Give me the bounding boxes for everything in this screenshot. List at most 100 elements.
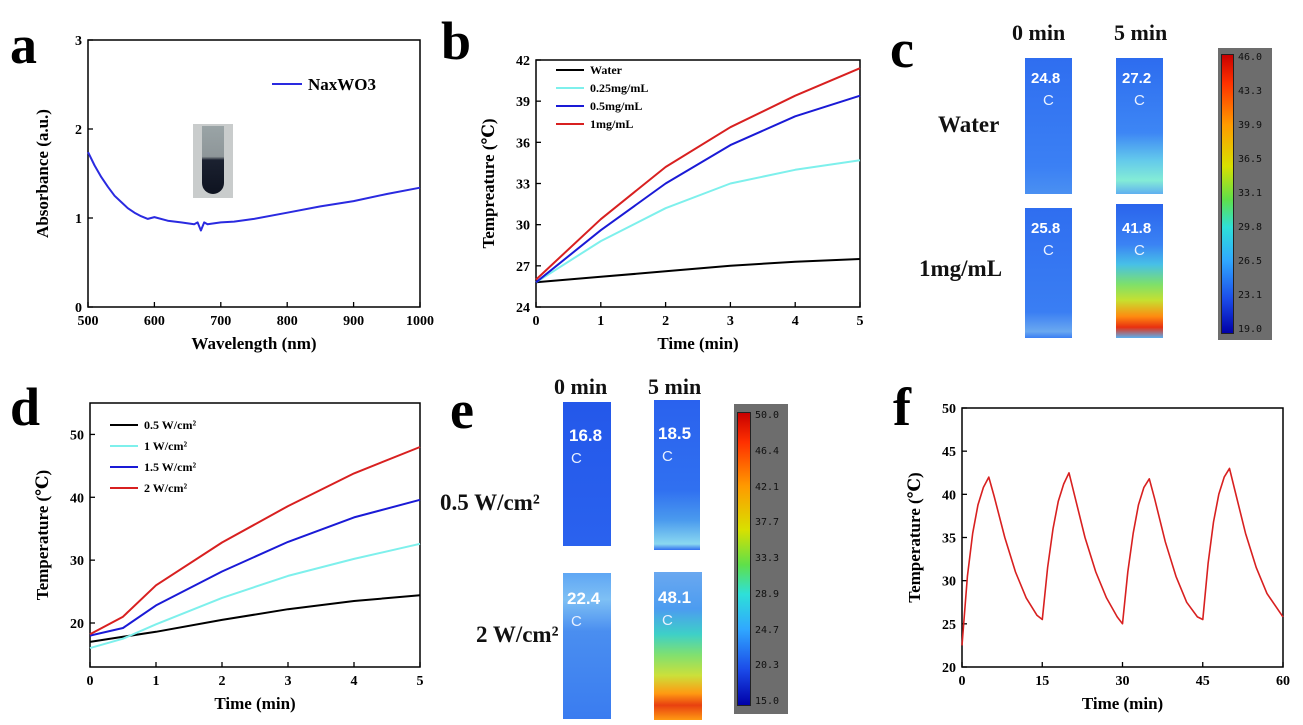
temp-value: 48.1 (658, 588, 692, 607)
e-header-5min: 5 min (648, 374, 702, 399)
panel-letter-a: a (10, 15, 37, 75)
d-x-tick-label: 0 (87, 674, 94, 689)
b-legend-label: 0.5mg/mL (590, 99, 642, 113)
vial-photo (193, 124, 233, 198)
a-y-tick-label: 1 (75, 212, 82, 227)
b-series-line-0 (535, 258, 861, 284)
d-y-tick-label: 50 (70, 428, 84, 443)
c-colorbar-tick-label: 46.0 (1238, 52, 1263, 63)
e-colorbar-tick-label: 46.4 (755, 445, 780, 457)
e-colorbar-tick-label: 28.9 (755, 588, 780, 600)
d-legend-label: 0.5 W/cm² (144, 418, 196, 432)
panel-letter-e: e (450, 380, 474, 440)
d-x-axis-title: Time (min) (214, 694, 295, 713)
d-x-tick-label: 4 (351, 674, 358, 689)
thermal-tile-05w-0min: 16.8 C (563, 402, 611, 546)
b-series-line-3 (535, 67, 861, 281)
b-y-tick-label: 24 (516, 301, 530, 316)
a-series-line-0 (87, 151, 421, 232)
d-y-axis-title: Temperature (℃) (33, 470, 52, 600)
f-x-axis-title: Time (min) (1082, 694, 1163, 713)
e-colorbar (734, 404, 788, 714)
e-header-0min: 0 min (554, 374, 608, 399)
a-x-tick-label: 1000 (406, 314, 434, 329)
f-y-tick-label: 35 (942, 532, 956, 547)
thermal-tile-1mg-5min: 41.8 C (1116, 204, 1163, 338)
c-colorbar-gradient (1221, 54, 1234, 334)
b-x-axis-title: Time (min) (657, 334, 738, 353)
c-colorbar-tick-label: 19.0 (1238, 324, 1263, 335)
e-colorbar-tick-label: 50.0 (755, 410, 780, 421)
thermal-tile-water-5min: 27.2 C (1116, 58, 1163, 194)
panel-letter-b: b (441, 11, 472, 71)
d-y-tick-label: 20 (70, 617, 84, 632)
b-y-tick-label: 36 (516, 136, 530, 151)
b-x-tick-label: 3 (727, 314, 734, 329)
e-colorbar-tick-label: 24.7 (755, 624, 780, 636)
f-y-axis-title: Temperature (℃) (905, 472, 924, 602)
b-legend-label: 0.25mg/mL (590, 81, 648, 95)
thermal-tile-2w-5min: 48.1 C (654, 572, 702, 720)
temp-value: 25.8 (1031, 220, 1061, 237)
f-y-tick-label: 50 (942, 402, 956, 417)
d-y-tick-label: 40 (70, 491, 84, 506)
c-colorbar (1218, 48, 1272, 340)
d-series-line-1 (89, 542, 421, 650)
c-row-label-1mg: 1mg/mL (919, 256, 1003, 281)
a-legend-label: NaxWO3 (308, 75, 376, 94)
c-header-5min: 5 min (1114, 20, 1168, 45)
a-x-tick-label: 500 (78, 314, 99, 329)
temp-unit: C (662, 448, 673, 465)
temp-value: 24.8 (1031, 70, 1061, 87)
c-colorbar-tick-label: 39.9 (1238, 120, 1263, 131)
e-colorbar-tick-label: 37.7 (755, 517, 780, 529)
d-x-tick-label: 2 (219, 674, 226, 689)
f-series-line-0 (961, 467, 1284, 646)
b-series-line-2 (535, 94, 861, 284)
a-y-tick-label: 0 (75, 301, 82, 316)
thermal-tile-2w-0min: 22.4 C (563, 573, 611, 719)
b-y-tick-label: 39 (516, 95, 530, 110)
a-x-tick-label: 600 (144, 314, 165, 329)
c-colorbar-tick-label: 33.1 (1238, 188, 1263, 199)
b-plot-frame (535, 59, 861, 308)
d-x-tick-label: 1 (153, 674, 160, 689)
c-colorbar-tick-label: 26.5 (1238, 256, 1263, 267)
panel-letter-d: d (10, 377, 41, 437)
panel-letter-c: c (890, 19, 914, 79)
temp-unit: C (571, 613, 582, 630)
temp-value: 41.8 (1122, 220, 1152, 237)
d-x-tick-label: 5 (417, 674, 424, 689)
d-series-line-3 (89, 446, 421, 636)
thermal-tile-1mg-0min: 25.8 C (1025, 208, 1072, 338)
d-plot-frame (89, 402, 421, 668)
e-row-label-05w: 0.5 W/cm² (440, 490, 540, 515)
a-y-tick-label: 2 (75, 123, 82, 138)
temp-value: 22.4 (567, 589, 601, 608)
f-y-tick-label: 25 (942, 618, 956, 633)
temp-value: 18.5 (658, 424, 692, 443)
f-x-tick-label: 60 (1276, 674, 1290, 689)
d-y-tick-label: 30 (70, 554, 84, 569)
temp-unit: C (1134, 242, 1145, 259)
a-plot-frame (87, 39, 421, 308)
f-x-tick-label: 45 (1196, 674, 1210, 689)
temp-unit: C (1043, 92, 1054, 109)
thermal-tile-water-0min: 24.8 C (1025, 58, 1072, 194)
f-y-tick-label: 30 (942, 575, 956, 590)
a-x-tick-label: 700 (210, 314, 231, 329)
b-y-tick-label: 42 (516, 54, 530, 69)
e-row-label-2w: 2 W/cm² (476, 622, 559, 647)
e-colorbar-tick-label: 15.0 (755, 696, 780, 707)
b-legend-label: Water (590, 63, 623, 77)
c-row-label-water: Water (938, 112, 1000, 137)
c-colorbar-tick-label: 36.5 (1238, 154, 1263, 165)
b-legend-label: 1mg/mL (590, 117, 633, 131)
temp-unit: C (662, 612, 673, 629)
b-y-tick-label: 27 (516, 260, 530, 275)
temp-unit: C (1043, 242, 1054, 259)
f-x-tick-label: 15 (1035, 674, 1049, 689)
a-x-tick-label: 800 (277, 314, 298, 329)
